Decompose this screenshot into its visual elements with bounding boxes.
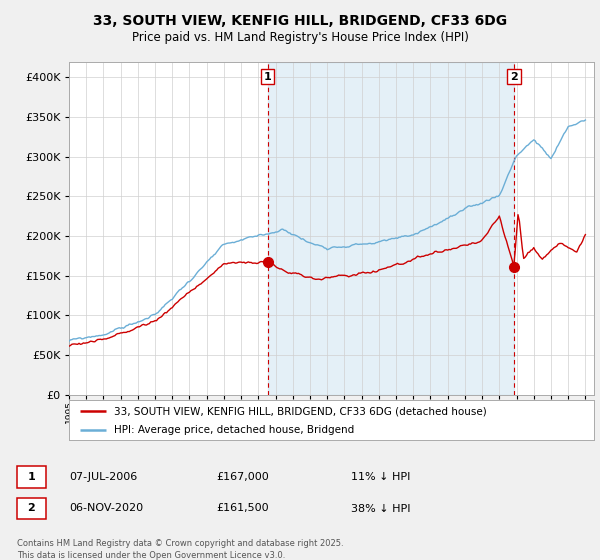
Bar (268, 62, 514, 395)
Text: Contains HM Land Registry data © Crown copyright and database right 2025.
This d: Contains HM Land Registry data © Crown c… (17, 539, 343, 559)
Text: 06-NOV-2020: 06-NOV-2020 (69, 503, 143, 514)
Text: HPI: Average price, detached house, Bridgend: HPI: Average price, detached house, Brid… (113, 425, 354, 435)
Text: Price paid vs. HM Land Registry's House Price Index (HPI): Price paid vs. HM Land Registry's House … (131, 31, 469, 44)
Text: 1: 1 (28, 472, 35, 482)
Text: 38% ↓ HPI: 38% ↓ HPI (351, 503, 410, 514)
Text: £161,500: £161,500 (216, 503, 269, 514)
Text: 33, SOUTH VIEW, KENFIG HILL, BRIDGEND, CF33 6DG (detached house): 33, SOUTH VIEW, KENFIG HILL, BRIDGEND, C… (113, 407, 487, 417)
Text: 33, SOUTH VIEW, KENFIG HILL, BRIDGEND, CF33 6DG: 33, SOUTH VIEW, KENFIG HILL, BRIDGEND, C… (93, 14, 507, 28)
Text: £167,000: £167,000 (216, 472, 269, 482)
Text: 2: 2 (28, 503, 35, 514)
Text: 07-JUL-2006: 07-JUL-2006 (69, 472, 137, 482)
Text: 11% ↓ HPI: 11% ↓ HPI (351, 472, 410, 482)
Text: 2: 2 (510, 72, 518, 82)
Text: 1: 1 (264, 72, 272, 82)
